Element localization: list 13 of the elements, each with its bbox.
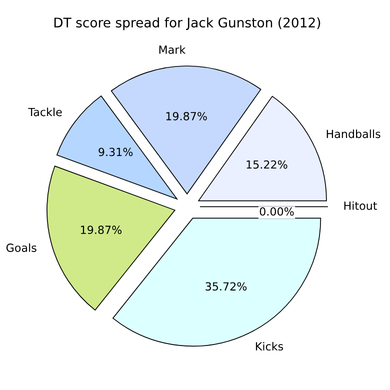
data-label: 19.87% <box>81 226 122 234</box>
data-label: 15.22% <box>246 160 288 169</box>
slice-label: Handballs <box>326 130 380 138</box>
text: 0.00% <box>260 207 294 216</box>
data-label: 35.72% <box>206 282 247 291</box>
slice-label: Mark <box>159 45 186 54</box>
slice-label: Kicks <box>256 342 284 351</box>
chart-title: DT score spread for Jack Gunston (2012) <box>54 17 320 30</box>
slice-label: Tackle <box>28 108 62 116</box>
data-label: 9.31% <box>98 148 133 156</box>
data-label: 19.87% <box>166 112 207 120</box>
category-label: Hitout <box>344 201 377 210</box>
slice-label: Goals <box>6 243 36 252</box>
